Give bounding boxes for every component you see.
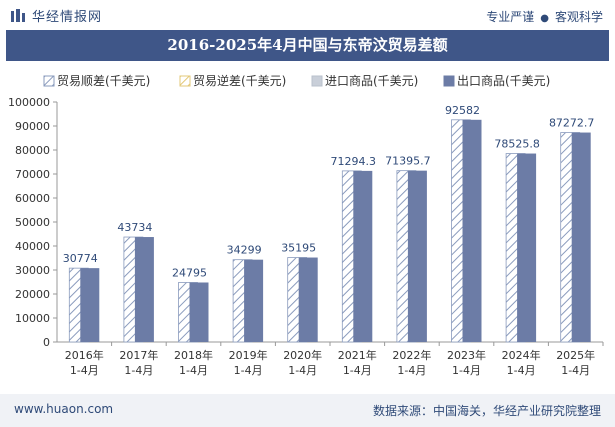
x-tick-label: 2016年 1-4月 — [65, 348, 104, 377]
data-label: 43734 — [117, 221, 152, 234]
data-label: 92582 — [445, 104, 480, 117]
footer-source: 数据来源：中国海关，华经产业研究院整理 — [372, 404, 601, 418]
slogan-left: 专业严谨 — [486, 10, 535, 24]
y-tick-label: 30000 — [15, 264, 50, 277]
bar-exports — [517, 153, 537, 342]
x-tick-label: 2020年 1-4月 — [283, 348, 322, 377]
brand: 华经情报网 — [10, 6, 102, 25]
y-tick-label: 10000 — [15, 312, 50, 325]
data-label: 87272.7 — [549, 117, 595, 130]
legend-label: 出口商品(千美元) — [457, 73, 550, 88]
bar-chart: 贸易顺差(千美元) 贸易逆差(千美元) 进口商品(千美元) 出口商品(千美元) 0 10… — [8, 73, 604, 377]
legend-label: 进口商品(千美元) — [325, 73, 418, 88]
x-tick-label: 2022年 1-4月 — [392, 348, 431, 377]
bar-exports — [571, 132, 591, 342]
y-tick-label: 20000 — [15, 288, 50, 301]
bar-exports — [462, 119, 482, 343]
bars: 30774 43734 24795 34299 35195 71294.3 71395.7 9… — [63, 104, 595, 343]
bar-exports — [407, 170, 427, 342]
title-bar: 2016-2025年4月中国与东帝汶贸易差额 — [6, 30, 609, 61]
legend-swatch — [43, 75, 55, 87]
data-label: 34299 — [227, 244, 262, 257]
legend-swatch — [179, 75, 191, 87]
y-tick-label: 50000 — [15, 216, 50, 229]
bar-exports — [80, 268, 100, 342]
footer: www.huaon.com 数据来源：中国海关，华经产业研究院整理 — [0, 394, 615, 427]
bar-exports — [298, 257, 318, 342]
footer-website: www.huaon.com — [14, 402, 114, 416]
legend-label: 贸易顺差(千美元) — [57, 74, 150, 88]
legend-swatch — [311, 75, 323, 87]
y-tick-label: 80000 — [15, 144, 50, 157]
x-tick-label: 2025年 1-4月 — [556, 348, 595, 377]
legend-item: 贸易顺差(千美元) — [43, 74, 150, 88]
legend-swatch — [443, 75, 455, 87]
data-label: 71395.7 — [385, 155, 431, 168]
bar-exports — [244, 259, 264, 342]
y-tick-label: 60000 — [15, 192, 50, 205]
legend-item: 贸易逆差(千美元) — [179, 73, 286, 88]
y-tick-label: 0 — [43, 336, 50, 349]
bullet-icon: ● — [540, 13, 549, 24]
data-label: 24795 — [172, 266, 207, 279]
brand-name: 华经情报网 — [32, 10, 103, 25]
y-tick-label: 70000 — [15, 168, 50, 181]
x-tick-label: 2018年 1-4月 — [174, 348, 213, 377]
x-tick-label: 2021年 1-4月 — [338, 348, 377, 377]
x-tick-label: 2024年 1-4月 — [502, 348, 541, 377]
top-bar: 华经情报网 专业严谨 ● 客观科学 — [0, 0, 615, 30]
legend: 贸易顺差(千美元) 贸易逆差(千美元) 进口商品(千美元) 出口商品(千美元) — [43, 73, 550, 88]
slogan: 专业严谨 ● 客观科学 — [486, 8, 603, 25]
bar-exports — [134, 237, 154, 342]
legend-label: 贸易逆差(千美元) — [193, 73, 286, 88]
slogan-right: 客观科学 — [554, 10, 603, 24]
x-tick-label: 2017年 1-4月 — [119, 348, 158, 377]
bar-exports — [353, 170, 373, 342]
legend-item: 进口商品(千美元) — [311, 73, 418, 88]
data-label: 35195 — [281, 242, 316, 255]
legend-item: 出口商品(千美元) — [443, 73, 550, 88]
brand-logo-icon — [11, 8, 25, 22]
data-label: 71294.3 — [331, 155, 377, 168]
chart-title: 2016-2025年4月中国与东帝汶贸易差额 — [167, 36, 448, 54]
axes: 0 10000 20000 30000 40000 50000 60000 70000 8000… — [8, 96, 604, 377]
x-tick-label: 2023年 1-4月 — [447, 348, 486, 377]
x-tick-label: 2019年 1-4月 — [229, 348, 268, 377]
y-tick-label: 40000 — [15, 240, 50, 253]
y-tick-label: 100000 — [8, 96, 50, 109]
data-label: 30774 — [63, 252, 98, 265]
data-label: 78525.8 — [494, 138, 540, 151]
y-tick-label: 90000 — [15, 120, 50, 133]
bar-exports — [189, 282, 209, 342]
